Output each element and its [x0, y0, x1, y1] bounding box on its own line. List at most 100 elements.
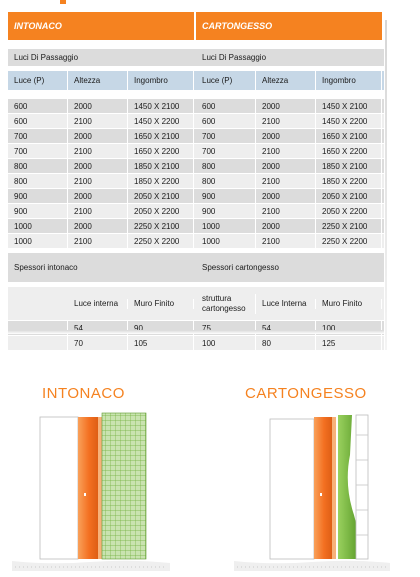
table-cell: 2250 X 2100 [316, 219, 382, 233]
spacer [196, 283, 384, 287]
table-cell: 2250 X 2100 [128, 219, 194, 233]
table-cell: Luce (P) [8, 71, 68, 90]
top-orange-tick [60, 0, 66, 4]
table-cell: 900 [8, 189, 68, 203]
table-cell: 2000 [68, 99, 128, 113]
table-cell: 2100 [256, 144, 316, 158]
table-cell: 1850 X 2100 [128, 159, 194, 173]
table-cell: Luce Interna [256, 298, 316, 309]
table-cell: 700 [196, 129, 256, 143]
table-row: 800 2100 1850 X 2200 [8, 174, 196, 189]
table-cell: 2100 [256, 114, 316, 128]
table-row: 700 2000 1650 X 2100 [8, 129, 196, 144]
table-cell: 100 [196, 336, 256, 350]
table-cell: 900 [196, 204, 256, 218]
table-cell: Luce interna [68, 298, 128, 309]
table-cell: 2050 X 2100 [316, 189, 382, 203]
wall-left [269, 418, 315, 560]
table-cell: 2250 X 2200 [316, 234, 382, 248]
table-header-row: Luce (P) Altezza Ingombro [196, 71, 384, 91]
door-frame [314, 417, 334, 559]
table-cell: 90 [128, 321, 194, 335]
table-row: 1000 2000 2250 X 2100 [196, 219, 384, 234]
table-row: 1000 2100 2250 X 2200 [8, 234, 196, 249]
table-cell: 2100 [256, 234, 316, 248]
table-row: 900 2000 2050 X 2100 [8, 189, 196, 204]
table-cell [8, 336, 68, 350]
spessori-row: 100 80 125 [196, 336, 384, 351]
table-cell: 1650 X 2100 [316, 129, 382, 143]
panel-title: CARTONGESSO [196, 12, 384, 40]
table-cell: 1000 [8, 234, 68, 248]
spessori-row: 70 105 [8, 336, 196, 351]
table-cell: 2100 [256, 174, 316, 188]
table-cell: 700 [8, 144, 68, 158]
table-cell: 1450 X 2100 [316, 99, 382, 113]
table-cell: 700 [8, 129, 68, 143]
table-row: 700 2100 1650 X 2200 [196, 144, 384, 159]
table-cell: Ingombro [316, 71, 382, 90]
spacer [196, 91, 384, 99]
table-row: 900 2000 2050 X 2100 [196, 189, 384, 204]
table-cell: Altezza [68, 71, 128, 90]
table-cell: Ingombro [128, 71, 194, 90]
spessori-label: Spessori intonaco [8, 253, 196, 283]
table-cell: 70 [68, 336, 128, 350]
spacer [196, 249, 384, 253]
table-cell: 1000 [196, 234, 256, 248]
door-edge [332, 417, 336, 559]
table-cell: 1850 X 2200 [316, 174, 382, 188]
table-row: 900 2100 2050 X 2200 [196, 204, 384, 219]
table-cell: 80 [256, 336, 316, 350]
table-row: 800 2000 1850 X 2100 [8, 159, 196, 174]
luci-di-passaggio-label: Luci Di Passaggio [8, 49, 196, 67]
panel-shadow [8, 330, 384, 334]
table-row: 600 2000 1450 X 2100 [8, 99, 196, 114]
table-cell: 1650 X 2200 [128, 144, 194, 158]
intonaco-figure-title: INTONACO [42, 385, 125, 402]
table-cell: 125 [316, 336, 382, 350]
door-edge [98, 417, 102, 559]
door-frame [78, 417, 100, 559]
table-cell: 54 [68, 321, 128, 335]
table-cell: 2000 [68, 219, 128, 233]
table-cell: 2050 X 2200 [316, 204, 382, 218]
cartongesso-wall-illustration [234, 414, 390, 571]
table-cell: 1000 [8, 219, 68, 233]
table-cell: 2100 [68, 174, 128, 188]
table-cell: 2000 [68, 159, 128, 173]
handle [320, 493, 322, 496]
spacer [196, 40, 384, 49]
table-cell: 2000 [256, 129, 316, 143]
table-cell: 2250 X 2200 [128, 234, 194, 248]
table-cell: 1450 X 2200 [316, 114, 382, 128]
table-cell: 2100 [68, 234, 128, 248]
stud-lines [356, 434, 368, 536]
table-cell: Muro Finito [128, 298, 194, 309]
spacer [8, 91, 196, 99]
table-cell: 1650 X 2200 [316, 144, 382, 158]
table-cell: 600 [196, 99, 256, 113]
table-row: 700 2100 1650 X 2200 [8, 144, 196, 159]
table-cell: 1450 X 2100 [128, 99, 194, 113]
spacer [8, 249, 196, 253]
table-cell: 600 [8, 114, 68, 128]
table-cell: 800 [8, 159, 68, 173]
spacer [8, 67, 196, 71]
wall-left [39, 416, 79, 560]
table-cell: 700 [196, 144, 256, 158]
table-cell: 800 [196, 174, 256, 188]
table-cell: 900 [196, 189, 256, 203]
table-cell: 2000 [256, 159, 316, 173]
spessori-label: Spessori cartongesso [196, 253, 384, 283]
table-cell: 1000 [196, 219, 256, 233]
handle [84, 493, 86, 496]
table-cell: Altezza [256, 71, 316, 90]
spessori-header-row: struttura cartongesso Luce Interna Muro Fi… [196, 287, 384, 321]
intonaco-wall-illustration [12, 412, 170, 571]
spacer [8, 40, 196, 49]
table-cell: Luce (P) [196, 71, 256, 90]
spessori-header-row: Luce interna Muro Finito [8, 287, 196, 321]
table-cell: 54 [256, 321, 316, 335]
table-cell: 100 [316, 321, 382, 335]
